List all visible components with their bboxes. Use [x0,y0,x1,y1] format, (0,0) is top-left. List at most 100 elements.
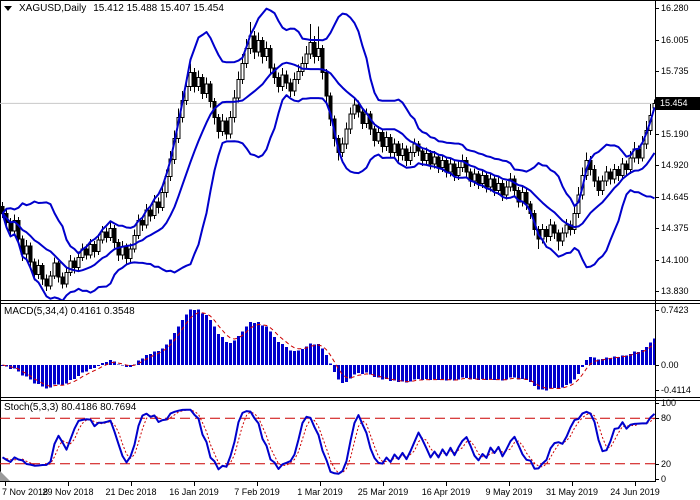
macd-signal-line [2,312,655,390]
time-axis-tick [572,482,573,486]
stoch-axis-label: 100 [661,398,677,408]
macd-bar [621,355,624,365]
macd-bar [653,338,655,365]
stoch-axis-label: 20 [661,459,672,469]
macd-bar [125,365,128,367]
candle-body [432,156,437,165]
macd-bar [309,343,312,365]
time-axis-label: 24 Jun 2019 [610,487,660,497]
time-axis-tick [320,482,321,486]
macd-bar [101,363,104,365]
macd-bar [401,365,404,382]
macd-bar [165,344,168,366]
macd-bar [113,361,116,366]
macd-bar [249,322,252,365]
scroll-corner-marker [0,471,10,481]
time-axis-tick [194,482,195,486]
main-price-plot[interactable] [0,0,655,300]
time-axis-label: 25 Mar 2019 [357,487,409,497]
candle-body [192,72,197,87]
macd-axis-label: 0.00 [661,360,679,370]
macd-bar [461,365,464,378]
candle-body [108,228,113,239]
macd-bar [581,365,584,367]
price-axis[interactable]: 16.280 16.005 15.735 15.190 14.920 14.645 14.3… [655,0,700,484]
candle-body [592,169,597,182]
macd-bar [189,309,192,365]
candle-body [400,148,405,157]
macd-bar [393,365,396,381]
candle-body [16,219,21,240]
candle-body [372,128,377,142]
candle-body [292,79,297,92]
window-top-border [0,0,700,1]
macd-bar [589,357,592,365]
stoch-header: Stoch(5,3,3) 80.4186 80.7694 [4,402,136,413]
time-axis[interactable]: 7 Nov 2018 29 Nov 2018 21 Dec 2018 16 Jan 2… [0,482,700,500]
stoch-axis-label-tick [655,464,659,465]
price-axis-label-tick [655,197,659,198]
stoch-plot[interactable] [0,401,655,480]
candle-body [500,183,505,196]
time-axis-tick [446,482,447,486]
chart-menu-icon[interactable] [4,6,12,11]
macd-bar [565,365,568,385]
price-axis-label: 14.920 [661,160,689,170]
candle-body [36,264,41,276]
macd-histogram [1,309,655,391]
macd-bar [177,326,180,365]
separator-macd-stoch-a [0,397,700,398]
time-axis-label: 1 Mar 2019 [297,487,343,497]
macd-bar [265,326,268,365]
macd-bar [517,365,520,380]
candle-body [296,71,301,81]
macd-bar [629,353,632,365]
macd-bar [53,365,56,385]
macd-bar [409,365,412,382]
candle-body [312,42,317,58]
macd-bar [473,365,476,379]
macd-bar [273,336,276,366]
macd-bar [441,365,444,380]
candle-body [408,151,413,161]
candle-body [636,148,641,159]
macd-bar [153,351,156,365]
stoch-axis-label-tick [655,403,659,404]
candle-body [256,39,261,53]
macd-bar [289,350,292,365]
macd-bar [317,344,320,366]
macd-bar [229,342,232,365]
macd-bar [277,342,280,365]
price-axis-label: 15.190 [661,129,689,139]
candle-body [148,209,153,217]
time-axis-tick [509,482,510,486]
macd-bar [141,358,144,366]
macd-bar [321,348,324,366]
time-axis-tick [383,482,384,486]
macd-bar [329,363,332,365]
macd-bar [353,365,356,375]
macd-bar [5,365,8,367]
macd-bar [641,350,644,366]
macd-bar [605,357,608,365]
macd-bar [357,365,360,373]
price-axis-label-tick [655,260,659,261]
price-axis-label: 14.100 [661,255,689,265]
candle-body [252,35,257,53]
candle-body [428,153,433,165]
candle-body [24,245,29,255]
time-axis-label: 7 Feb 2019 [234,487,280,497]
macd-bar [585,359,588,365]
stoch-k-line [1,408,655,475]
macd-bar [105,362,108,365]
macd-plot[interactable] [0,304,655,396]
macd-bar [13,365,16,369]
macd-bar [625,355,628,366]
macd-bar [413,365,416,380]
candle-body [340,143,345,153]
macd-bar [285,347,288,366]
macd-bar [645,346,648,366]
time-axis-tick [131,482,132,486]
macd-bar [633,351,636,365]
